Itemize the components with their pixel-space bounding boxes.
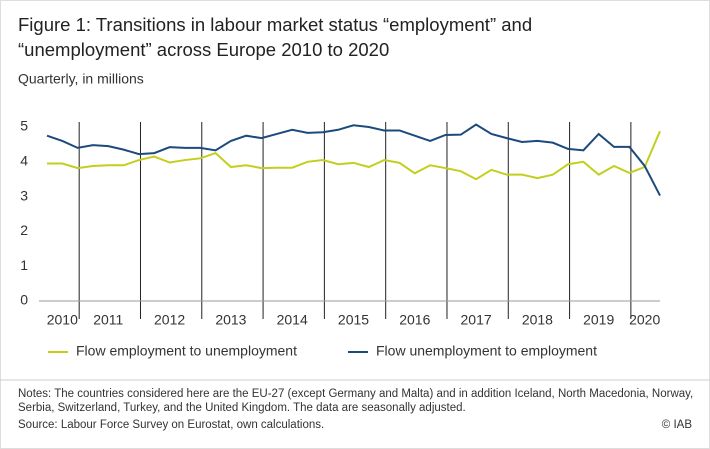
x-tick-label: 2020: [629, 312, 660, 328]
note: Notes: The countries considered here are…: [18, 388, 693, 400]
subtitle: Quarterly, in millions: [18, 71, 144, 87]
x-tick-label: 2010: [47, 312, 78, 328]
x-tick-label: 2017: [461, 312, 492, 328]
y-tick-label: 2: [20, 222, 28, 238]
source: Source: Labour Force Survey on Eurostat,…: [18, 419, 324, 431]
legend-label: Flow employment to unemployment: [76, 343, 297, 359]
chart-title: “unemployment” across Europe 2010 to 202…: [18, 39, 389, 60]
series-line: [46, 123, 661, 197]
x-tick-label: 2015: [338, 312, 369, 328]
y-tick-label: 0: [20, 292, 28, 308]
y-tick-label: 4: [20, 153, 28, 169]
y-tick-label: 5: [20, 118, 28, 134]
x-tick-label: 2013: [215, 312, 246, 328]
series-line: [47, 130, 661, 181]
legend-label: Flow unemployment to employment: [376, 343, 597, 359]
y-tick-label: 1: [20, 257, 28, 273]
x-tick-label: 2016: [399, 312, 430, 328]
x-tick-label: 2014: [277, 312, 308, 328]
y-tick-label: 3: [20, 187, 28, 203]
chart-title: Figure 1: Transitions in labour market s…: [18, 14, 532, 35]
x-tick-label: 2011: [93, 312, 123, 328]
x-tick-label: 2018: [522, 312, 553, 328]
x-tick-label: 2012: [154, 312, 185, 328]
copyright: © IAB: [662, 419, 693, 431]
note: Serbia, Switzerland, Turkey, and the Uni…: [18, 402, 466, 414]
x-tick-label: 2019: [583, 312, 614, 328]
